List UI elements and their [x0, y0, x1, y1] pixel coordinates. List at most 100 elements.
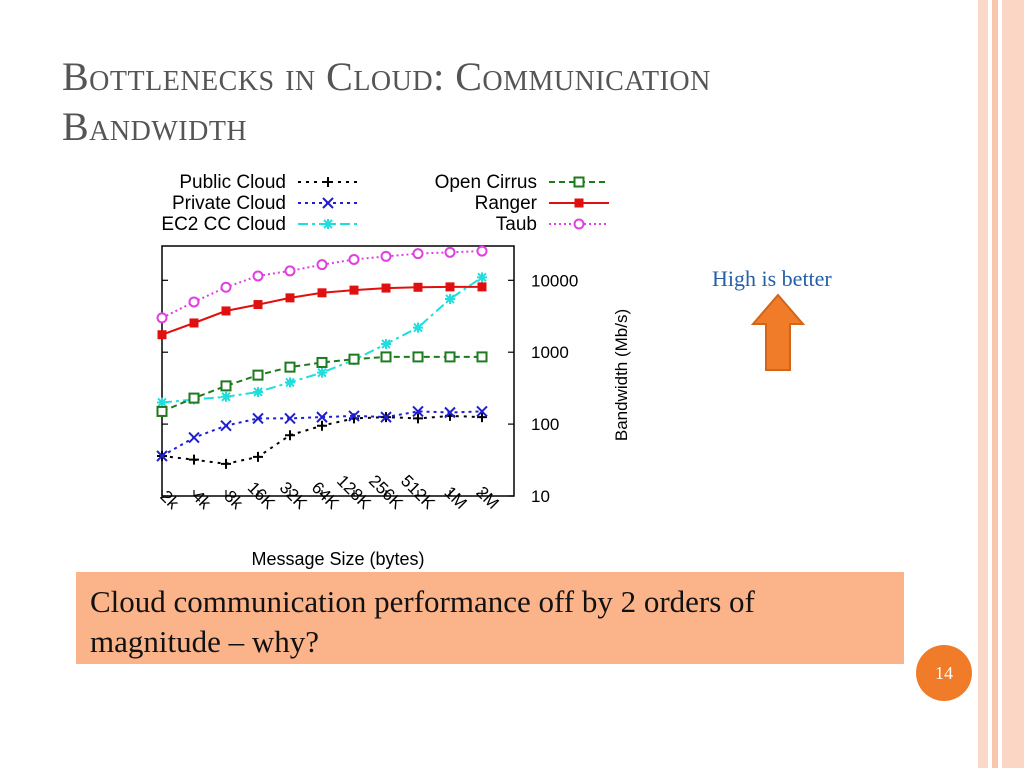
legend-marker-taub [573, 218, 585, 230]
data-point-ranger [157, 330, 167, 340]
data-point-ranger [317, 288, 327, 298]
legend-label-public-cloud: Public Cloud [179, 172, 286, 193]
data-point-ranger [253, 300, 263, 310]
data-point-private-cloud [316, 411, 328, 423]
note-high-is-better: High is better [712, 266, 832, 291]
data-point-open-cirrus [348, 353, 360, 365]
page-number-badge: 14 [916, 645, 972, 701]
legend-marker-open-cirrus [573, 176, 585, 188]
data-point-private-cloud [348, 410, 360, 422]
data-point-ec2-cc-cloud [381, 339, 391, 350]
data-point-open-cirrus [156, 405, 168, 417]
data-point-open-cirrus [476, 351, 488, 363]
legend-label-ec2-cc-cloud: EC2 CC Cloud [161, 214, 286, 235]
data-point-ranger [221, 306, 231, 316]
data-point-private-cloud [188, 431, 200, 444]
data-point-open-cirrus [188, 392, 200, 404]
data-point-private-cloud [412, 405, 424, 418]
y-tick-label: 100 [531, 415, 559, 434]
data-point-private-cloud [252, 412, 264, 425]
x-axis-label: Message Size (bytes) [251, 549, 424, 569]
data-point-ec2-cc-cloud [317, 367, 327, 378]
data-point-taub [348, 253, 360, 265]
data-point-taub [156, 312, 168, 324]
x-tick-label: 32K [276, 478, 311, 513]
legend-marker-private-cloud [322, 197, 334, 209]
data-point-open-cirrus [316, 356, 328, 368]
legend-label-taub: Taub [496, 214, 537, 235]
data-point-private-cloud [284, 412, 296, 425]
x-tick-label: 256K [365, 471, 407, 513]
data-point-open-cirrus [380, 351, 392, 363]
series-line-open-cirrus [161, 355, 482, 413]
data-point-taub [412, 248, 424, 260]
border-stripe-right [1002, 0, 1024, 768]
data-point-ranger [445, 282, 455, 292]
x-tick-label: 512K [397, 471, 439, 513]
data-point-taub [188, 296, 200, 308]
data-point-public-cloud [477, 412, 487, 423]
x-tick-label: 4k [188, 487, 214, 513]
data-point-ranger [285, 293, 295, 303]
data-point-public-cloud [221, 458, 231, 469]
data-point-taub [444, 246, 456, 258]
data-point-taub [220, 281, 232, 293]
data-point-ranger [189, 318, 199, 328]
x-tick-label: 2k [156, 487, 182, 513]
data-point-ec2-cc-cloud [157, 397, 167, 408]
data-point-ec2-cc-cloud [477, 272, 487, 283]
data-point-private-cloud [476, 405, 488, 418]
data-point-open-cirrus [284, 361, 296, 373]
y-tick-label: 10 [531, 487, 550, 506]
data-point-ec2-cc-cloud [445, 293, 455, 304]
up-arrow-icon [750, 293, 806, 371]
data-point-public-cloud [317, 420, 327, 431]
y-axis-label: Bandwidth (Mb/s) [612, 309, 631, 441]
data-point-ranger [477, 282, 487, 292]
data-point-ec2-cc-cloud [285, 377, 295, 388]
data-point-private-cloud [380, 411, 392, 423]
border-stripe-left [978, 0, 988, 768]
data-point-taub [316, 259, 328, 271]
legend-marker-ec2-cc-cloud [323, 219, 333, 229]
y-tick-label: 1000 [531, 343, 569, 362]
y-tick-label: 10000 [531, 271, 578, 290]
x-tick-label: 1M [440, 483, 470, 513]
data-point-public-cloud [189, 454, 199, 465]
data-point-taub [252, 270, 264, 282]
data-point-ranger [413, 282, 423, 292]
data-point-taub [380, 250, 392, 262]
data-point-taub [476, 245, 488, 257]
legend-marker-ranger [574, 198, 584, 208]
series-line-private-cloud [161, 410, 483, 457]
x-tick-label: 8k [220, 487, 246, 513]
data-point-taub [284, 265, 296, 277]
data-point-private-cloud [220, 419, 232, 432]
slide-title-line-1: Bottlenecks in Cloud: Communication [62, 54, 711, 99]
data-point-open-cirrus [412, 351, 424, 363]
data-point-ranger [349, 285, 359, 295]
data-point-public-cloud [253, 451, 263, 462]
data-point-private-cloud [156, 450, 168, 462]
legend-label-private-cloud: Private Cloud [172, 193, 286, 214]
x-tick-label: 16K [244, 478, 279, 513]
data-point-ec2-cc-cloud [253, 386, 263, 397]
data-point-public-cloud [413, 413, 423, 424]
data-point-ec2-cc-cloud [413, 322, 423, 333]
legend-marker-public-cloud [323, 177, 333, 187]
x-tick-label: 2M [472, 483, 502, 513]
data-point-private-cloud [444, 406, 456, 419]
slide-title-line-2: Bandwidth [62, 104, 248, 149]
data-point-open-cirrus [220, 380, 232, 392]
legend-label-open-cirrus: Open Cirrus [435, 172, 537, 193]
data-point-ranger [381, 283, 391, 293]
border-stripe-middle [992, 0, 998, 768]
data-point-open-cirrus [444, 351, 456, 363]
slide-title: Bottlenecks in Cloud: Communication Band… [62, 52, 922, 152]
data-point-public-cloud [285, 430, 295, 441]
data-point-ec2-cc-cloud [221, 391, 231, 402]
data-point-open-cirrus [252, 369, 264, 381]
plot-frame [161, 245, 515, 497]
legend-label-ranger: Ranger [475, 193, 538, 214]
